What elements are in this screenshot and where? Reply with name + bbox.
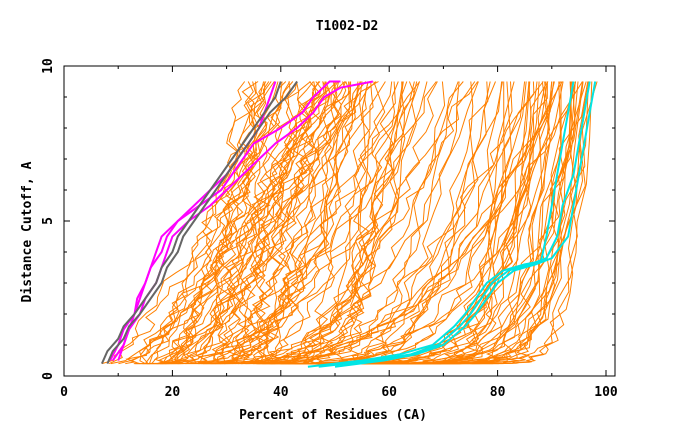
background-model-curve xyxy=(153,81,321,365)
background-model-curve xyxy=(177,81,421,365)
x-tick-label: 80 xyxy=(490,385,506,400)
background-model-curve xyxy=(139,81,266,365)
background-model-curve xyxy=(297,81,396,365)
y-tick-label: 0 xyxy=(41,372,56,380)
background-model-curve xyxy=(304,81,548,365)
background-model-curve xyxy=(223,81,354,365)
x-tick-label: 60 xyxy=(381,385,397,400)
background-model-curve xyxy=(146,81,544,365)
background-model-curve xyxy=(399,81,562,365)
background-model-curve xyxy=(177,81,298,364)
highlight-model-curve xyxy=(307,81,575,368)
background-model-curve xyxy=(125,81,351,365)
background-model-curve xyxy=(198,81,476,364)
background-model-curve xyxy=(265,81,321,364)
background-model-curve xyxy=(158,81,379,365)
background-model-curve xyxy=(281,81,418,365)
background-model-curve xyxy=(184,81,336,365)
y-tick-label: 10 xyxy=(41,58,56,74)
background-model-curve xyxy=(169,81,346,365)
background-model-curve xyxy=(213,81,246,364)
x-axis-label: Percent of Residues (CA) xyxy=(239,408,427,423)
x-axis-ticks: 0 20 40 60 80 100 xyxy=(60,66,618,400)
background-model-curve xyxy=(224,81,325,365)
y-axis-ticks: 0 5 10 xyxy=(41,58,615,380)
background-model-curve xyxy=(118,81,338,365)
background-model-curve xyxy=(434,81,593,365)
background-model-curve xyxy=(108,81,294,365)
background-model-curve xyxy=(130,81,291,365)
background-model-curve xyxy=(212,81,265,365)
background-model-curve xyxy=(414,81,507,365)
background-model-curve xyxy=(235,81,377,364)
background-model-curve xyxy=(270,81,464,365)
background-model-lines xyxy=(101,81,598,365)
chart-title: T1002-D2 xyxy=(316,19,379,34)
highlight-model-curve xyxy=(106,80,298,364)
background-model-curve xyxy=(261,81,587,365)
background-model-curve xyxy=(262,81,327,364)
x-tick-label: 20 xyxy=(165,385,181,400)
x-tick-label: 0 xyxy=(60,385,68,400)
highlight-model-curve xyxy=(334,81,597,368)
background-model-curve xyxy=(342,81,374,365)
y-tick-label: 5 xyxy=(41,217,56,225)
background-model-curve xyxy=(174,81,254,365)
background-model-curve xyxy=(162,81,351,364)
background-model-curve xyxy=(256,81,459,365)
background-model-curve xyxy=(220,81,393,365)
highlight-model-curve xyxy=(318,81,591,368)
highlight-model-curve xyxy=(100,81,282,365)
x-tick-label: 100 xyxy=(594,385,618,400)
background-model-curve xyxy=(331,81,551,365)
background-model-curve xyxy=(221,81,314,364)
background-model-curve xyxy=(133,81,386,365)
y-axis-label: Distance Cutoff, A xyxy=(20,161,35,302)
background-model-curve xyxy=(171,81,362,365)
highlight-model-curve xyxy=(111,80,374,362)
background-model-curve xyxy=(256,81,415,365)
background-model-curve xyxy=(227,81,332,365)
background-model-curve xyxy=(231,81,311,365)
highlight-model-lines xyxy=(100,80,597,368)
x-tick-label: 40 xyxy=(273,385,289,400)
background-model-curve xyxy=(110,81,326,365)
